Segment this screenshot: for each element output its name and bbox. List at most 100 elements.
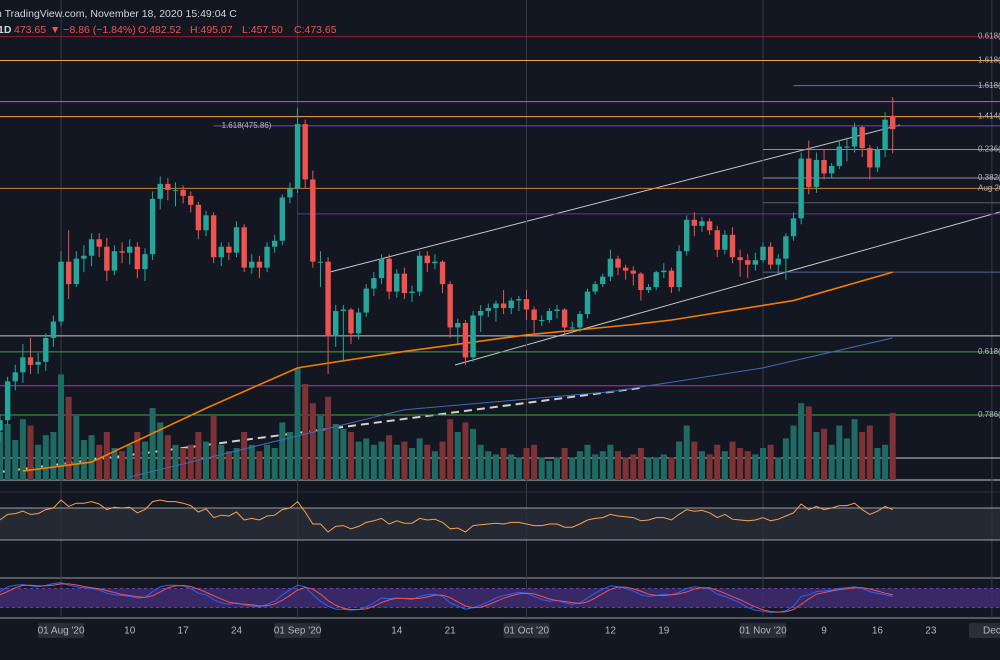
candle-body	[462, 322, 469, 358]
x-tick-label: 12	[605, 626, 617, 637]
volume-bar	[790, 425, 797, 480]
volume-bar	[50, 432, 57, 480]
volume-bar	[683, 425, 690, 480]
candle-body	[706, 221, 713, 231]
volume-bar	[508, 454, 515, 480]
volume-bar	[798, 403, 805, 480]
volume-bar	[615, 451, 622, 480]
candle-body	[455, 322, 461, 328]
candle-body	[157, 183, 163, 199]
x-tick-box	[503, 623, 550, 638]
candle-body	[806, 158, 812, 187]
volume-bar	[19, 419, 26, 480]
x-tick-label: 01 Oct '20	[504, 626, 550, 637]
volume-bar	[96, 444, 103, 480]
volume-bar	[164, 435, 171, 480]
volume-bar	[264, 444, 271, 480]
candle-body	[416, 255, 423, 292]
header-source: n TradingView.com, November 18, 2020 15:…	[0, 8, 237, 20]
candle-body	[96, 239, 102, 247]
volume-bar	[80, 440, 87, 480]
candle-body	[394, 273, 400, 292]
header-low: L:457.50	[242, 24, 283, 36]
header-high: H:495.07	[190, 24, 233, 36]
candle-body	[676, 251, 682, 288]
x-tick-label: Dec	[983, 626, 1000, 637]
volume-bar	[569, 457, 576, 480]
candle-body	[165, 183, 171, 190]
candle-body	[12, 372, 18, 382]
volume-bar	[645, 457, 652, 480]
x-tick-label: 01 Aug '20	[38, 626, 85, 637]
volume-bar	[607, 444, 614, 480]
volume-bar	[393, 444, 400, 480]
volume-bar	[12, 440, 19, 480]
volume-bar	[279, 422, 286, 480]
candle-body	[180, 189, 186, 196]
volume-bar	[546, 460, 553, 480]
stoch-line	[0, 582, 893, 613]
level-label: 1.618(475.86)	[222, 121, 272, 130]
candle-body	[233, 227, 240, 253]
volume-bar	[782, 438, 789, 480]
candle-body	[783, 236, 789, 259]
volume-bar	[714, 444, 721, 480]
volume-bar	[58, 374, 65, 480]
candle-body	[867, 148, 873, 168]
volume-bar	[851, 419, 858, 480]
volume-bar	[447, 419, 454, 480]
volume-bar	[73, 416, 80, 480]
volume-bar	[538, 457, 545, 480]
x-tick-label: 9	[821, 626, 827, 637]
candle-body	[81, 255, 87, 259]
candle-body	[500, 303, 507, 309]
x-tick-box	[740, 623, 786, 638]
candle-body	[851, 127, 858, 147]
volume-bar	[515, 457, 522, 480]
x-tick-label: 10	[124, 626, 136, 637]
volume-bar	[584, 444, 591, 480]
volume-bar	[882, 444, 889, 480]
volume-bar	[874, 448, 881, 480]
volume-bar	[821, 428, 828, 480]
candle-body	[302, 124, 308, 180]
x-tick-box	[968, 623, 1000, 638]
volume-bar	[141, 441, 148, 480]
volume-bar	[859, 432, 866, 480]
candle-body	[737, 257, 743, 261]
volume-bar	[309, 403, 316, 480]
volume-bar	[401, 441, 408, 480]
x-tick-label: 16	[872, 626, 884, 637]
volume-bar	[813, 432, 820, 480]
candle-body	[256, 261, 263, 268]
candle-body	[424, 255, 430, 264]
level-label: 0.786(	[978, 410, 1000, 419]
level-label: 0.618(	[978, 347, 1000, 356]
candle-body	[27, 357, 34, 365]
volume-bar	[386, 435, 393, 480]
volume-bar	[27, 425, 34, 480]
candle-body	[844, 146, 850, 148]
level-label: 0.382(	[978, 173, 1000, 182]
candle-body	[401, 273, 408, 294]
x-tick-label: 17	[178, 626, 190, 637]
candle-body	[607, 258, 614, 277]
candle-body	[485, 308, 492, 312]
candle-body	[516, 299, 522, 301]
candle-body	[592, 284, 598, 292]
volume-bar	[256, 451, 263, 480]
volume-bar	[416, 438, 423, 480]
candle-body	[645, 287, 652, 291]
volume-bar	[149, 408, 156, 480]
volume-bar	[477, 444, 484, 480]
volume-bar	[119, 451, 126, 480]
volume-bar	[668, 457, 675, 480]
volume-bar	[340, 428, 347, 480]
volume-bar	[470, 428, 477, 480]
volume-bar	[706, 454, 713, 480]
candle-body	[493, 303, 499, 309]
volume-bar	[843, 438, 850, 480]
candle-body	[325, 261, 331, 337]
volume-bar	[65, 396, 72, 480]
